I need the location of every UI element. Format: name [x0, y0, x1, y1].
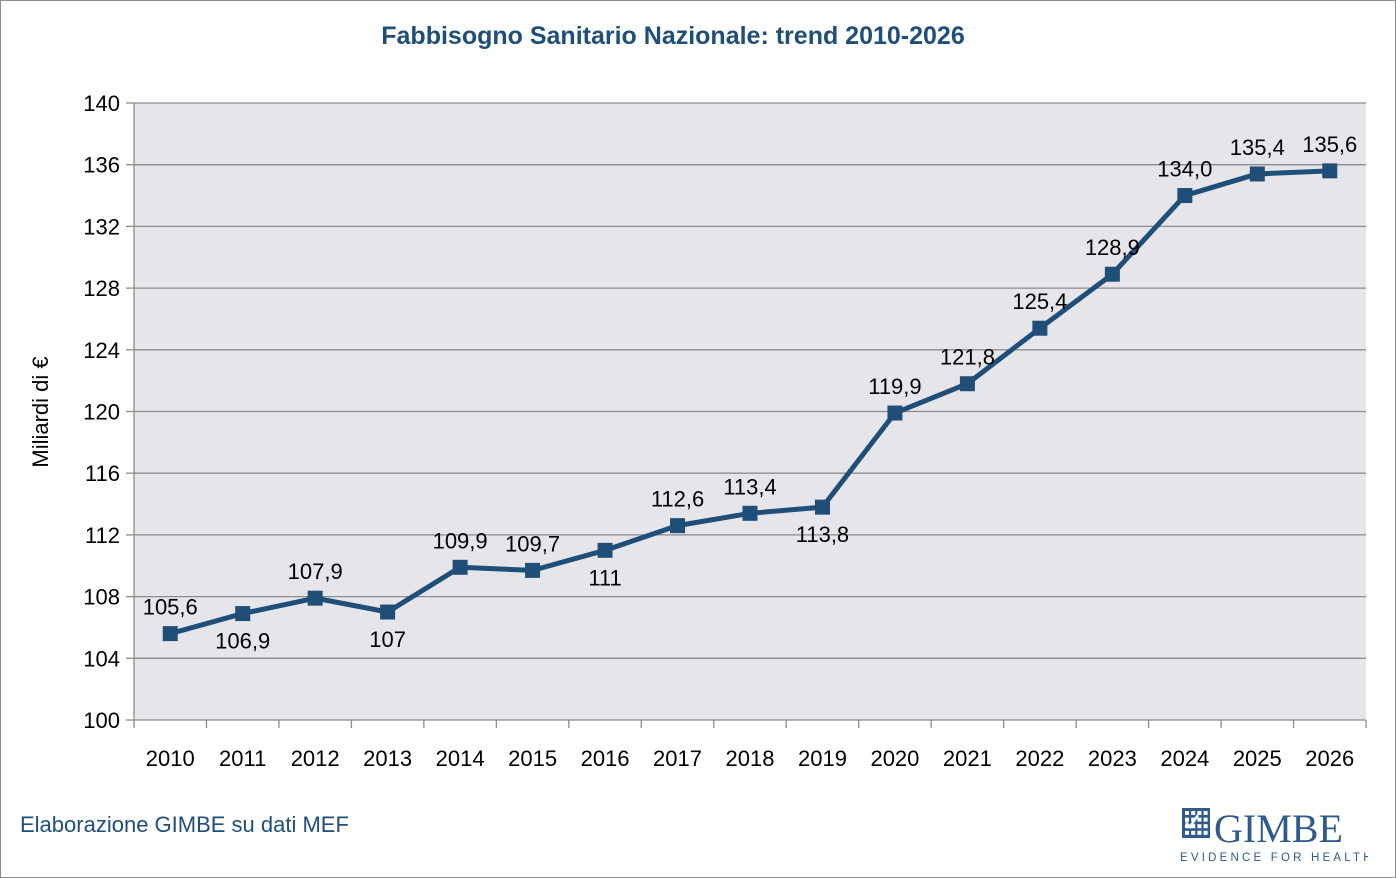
data-label: 121,8 [940, 345, 995, 370]
data-point [814, 499, 830, 515]
data-point [1032, 320, 1048, 336]
data-point [887, 405, 903, 421]
x-tick-label: 2025 [1233, 746, 1282, 771]
y-axis-label: Miliardi di € [28, 356, 53, 467]
x-tick-label: 2018 [726, 746, 775, 771]
x-tick-label: 2019 [798, 746, 847, 771]
y-tick-label: 112 [85, 523, 120, 548]
data-point [235, 606, 251, 622]
logo-cell [1185, 830, 1189, 835]
logo-cell [1203, 824, 1208, 829]
x-tick-label: 2011 [219, 746, 266, 771]
x-tick-label: 2013 [363, 746, 412, 771]
logo-cell [1191, 830, 1196, 835]
data-point [1322, 163, 1338, 179]
y-tick-label: 104 [83, 646, 120, 671]
x-tick-label: 2023 [1088, 746, 1137, 771]
y-tick-label: 128 [83, 276, 120, 301]
logo-cell [1197, 817, 1202, 822]
data-labels: 105,6 106,9 107,9 107 109,9 109,7 111 112,6 113,… [143, 132, 1358, 654]
data-label: 107,9 [288, 559, 343, 584]
data-point [959, 376, 975, 392]
data-label: 111 [588, 565, 621, 590]
logo-cell [1185, 817, 1189, 822]
y-axis-ticks: 100 104 108 112 116 120 124 128 132 136 140 [83, 91, 134, 733]
y-tick-label: 132 [83, 214, 120, 239]
y-tick-label: 100 [83, 708, 120, 733]
logo-tagline: EVIDENCE FOR HEALTH [1180, 852, 1368, 864]
x-tick-label: 2015 [508, 746, 557, 771]
logo-cell [1185, 811, 1189, 815]
data-point [525, 562, 541, 578]
data-label: 113,4 [723, 474, 776, 499]
x-tick-label: 2021 [943, 746, 992, 771]
data-point [307, 590, 323, 606]
gimbe-logo-mark-icon [1182, 808, 1210, 838]
data-point [670, 518, 686, 534]
x-tick-label: 2022 [1015, 746, 1064, 771]
logo-cell [1203, 817, 1208, 822]
data-label: 134,0 [1157, 157, 1212, 182]
data-point [1104, 266, 1120, 282]
x-tick-label: 2016 [581, 746, 630, 771]
logo-cell [1185, 824, 1189, 829]
y-tick-label: 136 [83, 153, 120, 178]
data-label: 109,9 [433, 528, 488, 553]
source-note: Elaborazione GIMBE su dati MEF [20, 812, 349, 837]
x-tick-label: 2017 [653, 746, 702, 771]
logo-cell [1191, 817, 1196, 822]
check-icon [1185, 814, 1200, 830]
data-point [597, 542, 613, 558]
logo-cell [1203, 830, 1208, 835]
series [162, 163, 1338, 642]
data-label: 109,7 [505, 531, 560, 556]
data-label: 107 [369, 627, 406, 652]
logo-cell [1197, 830, 1202, 835]
chart-title: Fabbisogno Sanitario Nazionale: trend 20… [381, 22, 965, 50]
y-tick-label: 120 [83, 400, 120, 425]
logo-cell [1197, 824, 1202, 829]
data-point [162, 626, 178, 642]
data-point [1249, 166, 1265, 182]
logo-name: GIMBE [1214, 806, 1343, 851]
x-tick-label: 2026 [1305, 746, 1354, 771]
data-label: 112,6 [651, 487, 704, 512]
y-tick-label: 124 [83, 338, 120, 363]
logo-cell [1203, 811, 1208, 815]
x-tick-label: 2012 [291, 746, 340, 771]
x-tick-label: 2024 [1160, 746, 1209, 771]
data-label: 105,6 [143, 595, 198, 620]
y-tick-label: 116 [85, 461, 120, 486]
x-axis-ticks: 2010 2011 2012 2013 2014 2015 2016 2017 2018 2019… [133, 720, 1367, 771]
x-tick-label: 2020 [870, 746, 919, 771]
y-tick-label: 140 [83, 91, 120, 116]
data-label: 135,4 [1230, 135, 1285, 160]
x-tick-label: 2010 [146, 746, 195, 771]
data-label: 135,6 [1302, 132, 1357, 157]
y-tick-label: 108 [83, 585, 120, 610]
data-point [1177, 188, 1193, 204]
data-label: 119,9 [868, 374, 921, 399]
gimbe-logo: GIMBE EVIDENCE FOR HEALTH [1180, 806, 1368, 864]
x-tick-label: 2014 [436, 746, 485, 771]
logo-cell [1191, 811, 1196, 815]
logo-cell [1197, 811, 1202, 815]
data-point [452, 559, 468, 575]
data-label: 113,8 [796, 522, 849, 547]
data-label: 125,4 [1012, 289, 1067, 314]
data-point [380, 604, 396, 620]
data-point [742, 505, 758, 521]
gridlines [134, 102, 1366, 659]
logo-cell [1191, 824, 1196, 829]
data-label: 106,9 [215, 629, 270, 654]
data-label: 128,9 [1085, 235, 1140, 260]
